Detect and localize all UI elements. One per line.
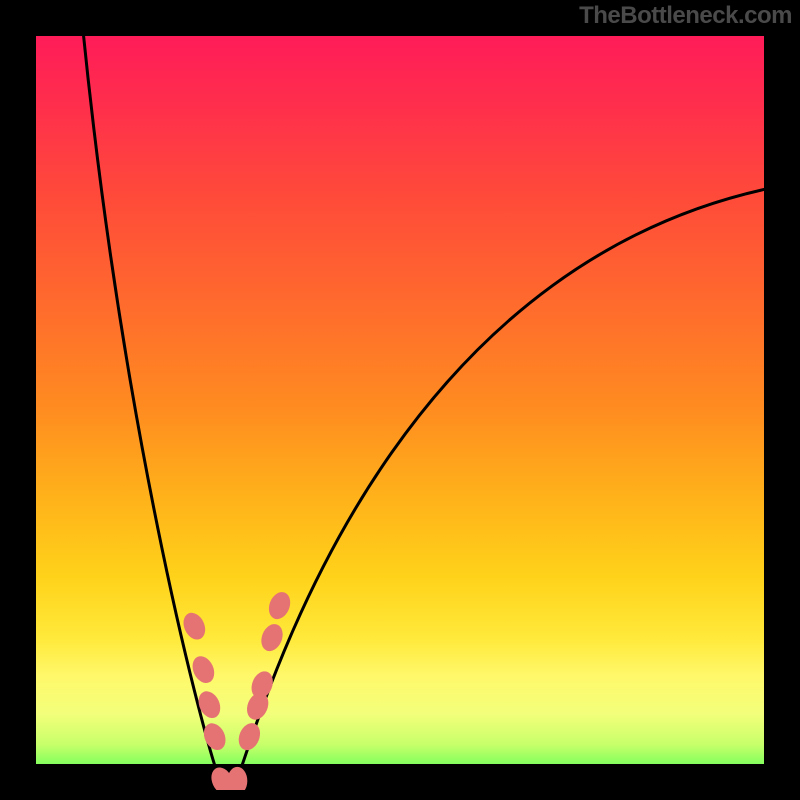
gradient-background (36, 28, 790, 790)
bottleneck-curve-chart (0, 0, 800, 800)
chart-container: TheBottleneck.com (0, 0, 800, 800)
